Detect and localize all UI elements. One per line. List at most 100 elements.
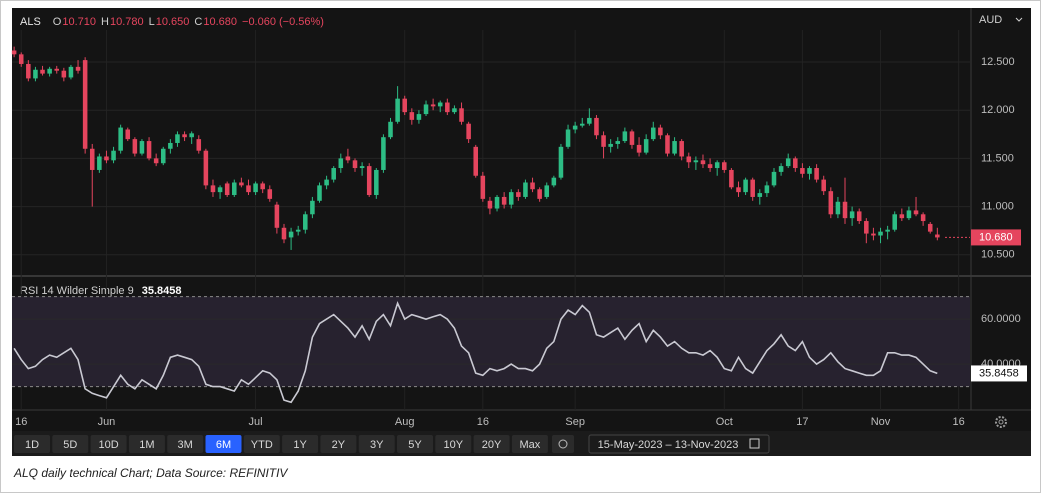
range-button-label[interactable]: 5D — [63, 439, 77, 451]
candle-body — [61, 70, 67, 78]
candle-body — [310, 200, 315, 215]
candle-body — [189, 133, 194, 138]
candle-body — [849, 211, 855, 219]
rsi-legend: RSI 14 Wilder Simple 9 35.8458 — [20, 285, 181, 297]
range-button-label[interactable]: Max — [520, 439, 541, 451]
candle-body — [736, 187, 741, 193]
range-button-label[interactable]: 5Y — [408, 439, 422, 451]
range-button[interactable] — [282, 435, 319, 453]
candle-body — [622, 131, 628, 142]
legend-key: H — [101, 16, 109, 28]
range-button-label[interactable]: 10Y — [444, 439, 464, 451]
candle-body — [459, 108, 464, 122]
range-button-label[interactable]: 1D — [25, 439, 39, 451]
candle-body — [679, 141, 684, 157]
range-button-label[interactable]: 1Y — [293, 439, 307, 451]
range-button[interactable] — [397, 435, 433, 453]
candle-body — [437, 102, 443, 107]
range-button-label[interactable]: 6M — [216, 439, 231, 451]
candle-body — [636, 144, 642, 153]
candle-body — [274, 204, 280, 228]
candle-body — [700, 160, 706, 165]
range-button[interactable] — [52, 435, 89, 453]
candle-body — [423, 104, 429, 115]
rsi-tag — [971, 365, 1027, 382]
candle-body — [445, 102, 450, 113]
caption: ALQ daily technical Chart; Data Source: … — [13, 466, 288, 480]
candle-body — [132, 139, 138, 154]
range-button-label[interactable]: 2Y — [332, 439, 346, 451]
range-button[interactable] — [14, 435, 50, 453]
candle-body — [104, 156, 109, 161]
candle-body — [856, 211, 862, 222]
range-button[interactable] — [320, 435, 357, 453]
range-button-label[interactable]: 3M — [178, 439, 193, 451]
candle-body — [764, 185, 770, 194]
candle-body — [587, 117, 592, 124]
candle-body — [118, 127, 123, 151]
date-range-label[interactable]: 15-May-2023 – 13-Nov-2023 — [598, 439, 739, 451]
candle-body — [139, 141, 145, 154]
candle-body — [331, 168, 336, 180]
candle-body — [68, 66, 74, 78]
range-button-label[interactable]: YTD — [251, 439, 273, 451]
candle-body — [182, 134, 187, 138]
range-button[interactable] — [167, 435, 204, 453]
candle-body — [885, 229, 890, 232]
x-tick-label: Oct — [716, 416, 733, 428]
candle-body — [210, 185, 216, 193]
candle-body — [608, 143, 613, 147]
compare-button[interactable] — [552, 435, 574, 453]
y-tick-label: 11.000 — [981, 200, 1014, 212]
candle-body — [508, 192, 514, 205]
range-button[interactable] — [90, 435, 127, 453]
candle-body — [111, 150, 116, 161]
candle-body — [75, 66, 81, 71]
range-button-label[interactable]: 1M — [139, 439, 154, 451]
range-button[interactable] — [511, 435, 548, 453]
candle-body — [153, 158, 159, 164]
range-button[interactable] — [358, 435, 395, 453]
candle-body — [558, 146, 564, 178]
candle-body — [125, 129, 131, 140]
candle-body — [89, 148, 95, 170]
x-tick-label: Sep — [565, 416, 585, 428]
candle-body — [430, 104, 436, 107]
candle-body — [693, 160, 699, 163]
candle-body — [487, 200, 493, 209]
candle-body — [232, 182, 237, 196]
candle-body — [579, 123, 585, 126]
y-tick-label: 11.500 — [981, 152, 1014, 164]
date-range[interactable] — [588, 434, 770, 454]
candle-body — [196, 139, 202, 151]
range-button-label[interactable]: 10D — [99, 439, 119, 451]
calendar-icon — [749, 438, 760, 449]
range-button[interactable] — [243, 435, 280, 453]
candle-body — [722, 162, 727, 170]
candle-body — [345, 156, 351, 161]
range-button-label[interactable]: 3Y — [370, 439, 384, 451]
rsi-title: RSI 14 Wilder Simple 9 — [20, 285, 134, 297]
legend-change: −0.060 (−0.56%) — [242, 16, 324, 28]
candle-body — [26, 63, 31, 79]
candle-body — [899, 214, 905, 219]
candle-body — [168, 142, 173, 149]
y-tick-label: 10.500 — [981, 249, 1015, 261]
candle-body — [729, 169, 734, 188]
candle-body — [871, 233, 876, 236]
candle-body — [892, 214, 897, 230]
last-price-label: 10.680 — [979, 231, 1013, 243]
currency[interactable]: AUD — [979, 14, 1002, 26]
candle-body — [658, 127, 663, 136]
range-button[interactable] — [205, 435, 242, 453]
settings-icon[interactable] — [995, 416, 1007, 428]
candle-body — [615, 141, 621, 144]
candle-body — [821, 179, 826, 192]
range-button-label[interactable]: 20Y — [482, 439, 502, 451]
range-button[interactable] — [435, 435, 472, 453]
range-button[interactable] — [473, 435, 510, 453]
candle-body — [594, 117, 599, 136]
range-button[interactable] — [128, 435, 165, 453]
candle-body — [927, 223, 933, 232]
